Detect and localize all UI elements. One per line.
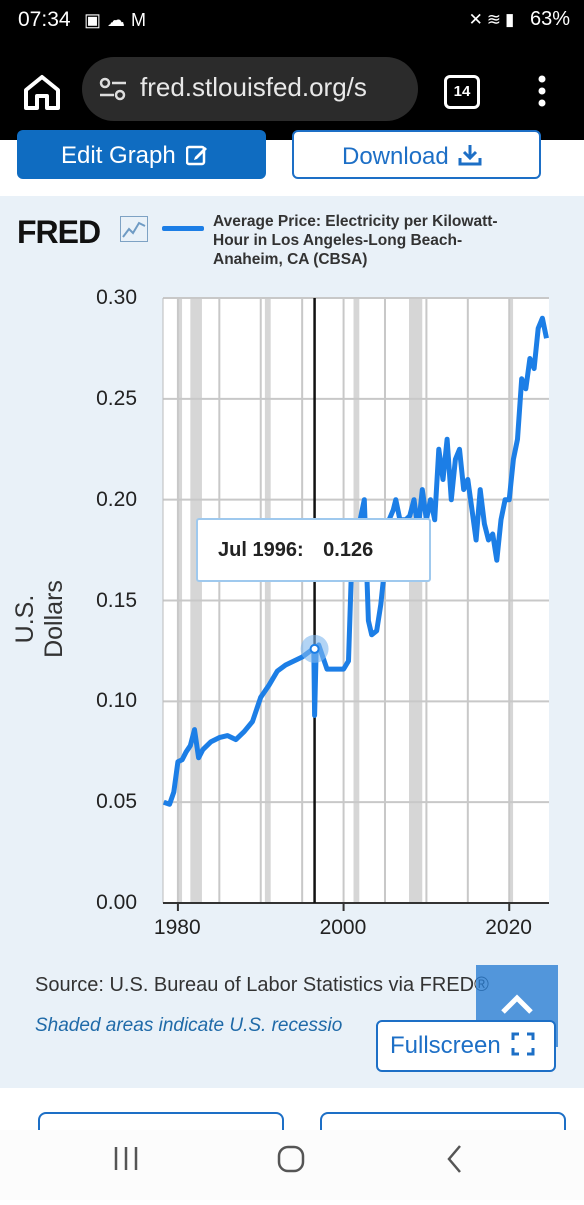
x-tick-label: 1980	[153, 916, 201, 939]
y-axis-label: U.S. Dollars	[11, 580, 68, 658]
y-tick-label: 0.00	[96, 891, 137, 914]
battery-level: 63%	[529, 8, 570, 30]
tooltip-date: Jul 1996:	[218, 539, 304, 561]
button-strip: Edit Graph Download	[0, 130, 584, 196]
source-text: Source: U.S. Bureau of Labor Statistics …	[35, 974, 489, 996]
mute-wifi-signal-icons: ✕≋▮	[468, 10, 519, 29]
y-tick-label: 0.30	[96, 286, 137, 309]
status-time: 07:34	[18, 8, 71, 31]
android-nav-bar	[0, 1130, 584, 1200]
back-icon[interactable]	[447, 1145, 461, 1173]
legend-line-1: Average Price: Electricity per Kilowatt-	[213, 213, 498, 230]
fullscreen-button[interactable]: Fullscreen	[376, 1020, 556, 1072]
fullscreen-label: Fullscreen	[390, 1032, 501, 1059]
x-tick-label: 2000	[319, 916, 367, 939]
x-tick-label: 2020	[485, 916, 532, 939]
legend-line-2: Hour in Los Angeles-Long Beach-	[213, 232, 463, 249]
pencil-icon	[182, 142, 208, 169]
download-button[interactable]: Download	[292, 130, 541, 179]
recents-icon[interactable]	[114, 1147, 138, 1170]
lower-left-button[interactable]	[38, 1112, 284, 1142]
y-tick-label: 0.15	[96, 588, 137, 612]
more-menu-icon[interactable]	[532, 74, 552, 108]
y-tick-label: 0.20	[96, 487, 137, 511]
y-tick-label: 0.25	[96, 386, 137, 410]
tab-switcher-button[interactable]: 14	[444, 75, 480, 109]
legend-title: Average Price: Electricity per Kilowatt-…	[213, 212, 533, 269]
edit-graph-label: Edit Graph	[61, 142, 176, 169]
edit-graph-button[interactable]: Edit Graph	[17, 130, 266, 179]
legend-swatch	[162, 226, 204, 231]
download-label: Download	[342, 143, 449, 170]
legend-line-3: Anaheim, CA (CBSA)	[213, 251, 368, 268]
fullscreen-icon	[507, 1032, 535, 1059]
hover-point	[309, 643, 320, 654]
status-right: ✕≋▮ 63%	[469, 8, 570, 31]
lower-right-button[interactable]	[320, 1112, 566, 1142]
chevron-up-icon	[501, 994, 533, 1014]
browser-toolbar: fred.stlouisfed.org/s 14	[0, 42, 584, 140]
home-icon[interactable]	[22, 72, 62, 112]
chart-tooltip: Jul 1996: 0.126	[196, 518, 431, 582]
notification-icons: ▣☁M	[84, 10, 153, 30]
fred-sparkline-icon	[120, 216, 148, 242]
y-tick-label: 0.10	[96, 689, 137, 713]
status-bar: 07:34 ▣☁M ✕≋▮ 63%	[0, 0, 584, 42]
download-icon	[455, 143, 483, 170]
line-chart[interactable]	[0, 0, 584, 1000]
url-text: fred.stlouisfed.org/s	[140, 72, 367, 102]
site-settings-icon[interactable]	[98, 76, 128, 107]
home-nav-icon[interactable]	[277, 1145, 305, 1173]
address-bar[interactable]: fred.stlouisfed.org/s	[82, 57, 418, 121]
tooltip-value: 0.126	[323, 539, 374, 561]
recession-note-link[interactable]: Shaded areas indicate U.S. recessio	[35, 1015, 343, 1036]
y-tick-label: 0.05	[96, 790, 137, 814]
fred-logo: FRED	[17, 214, 101, 250]
